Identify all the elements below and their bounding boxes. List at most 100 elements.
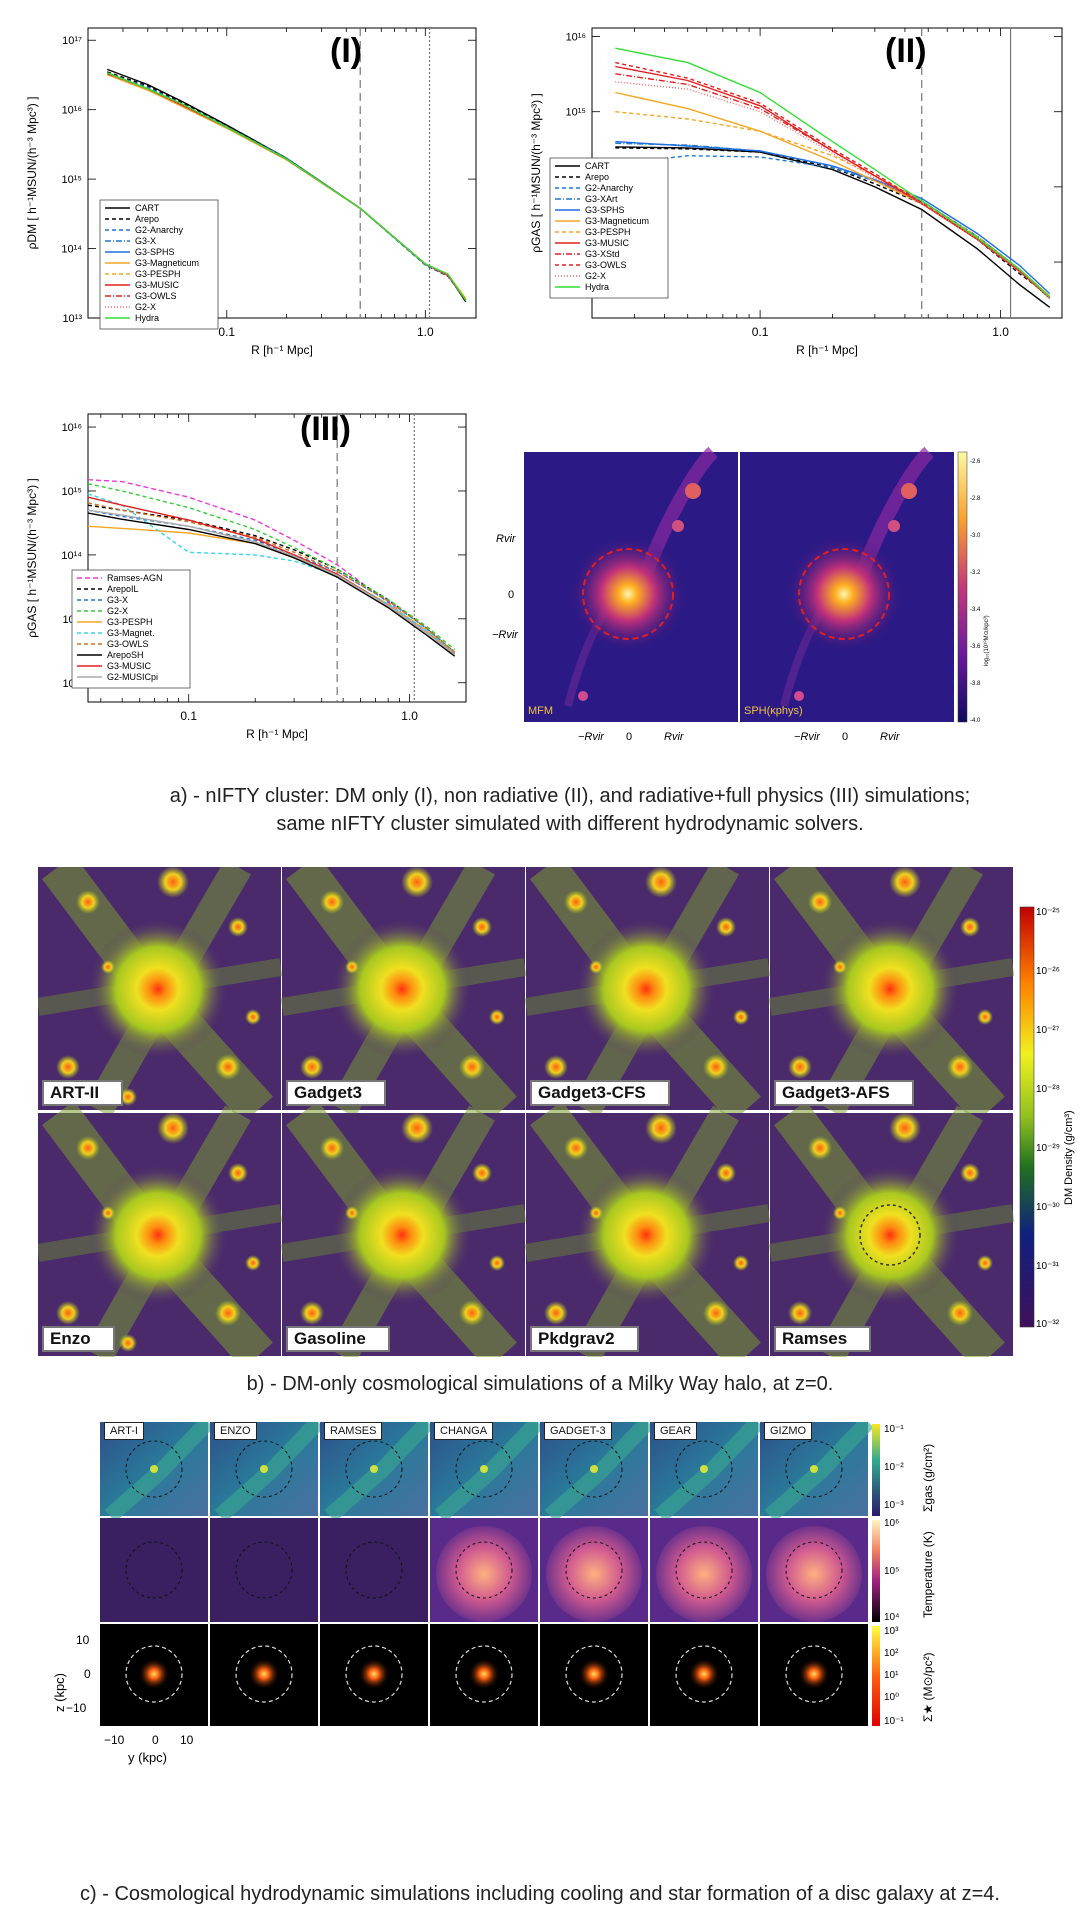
map-ytick: −Rvir — [492, 629, 519, 641]
axis-tick: 0 — [84, 1667, 91, 1681]
y-tick-label: 10¹⁶ — [566, 32, 586, 44]
code-label: GADGET-3 — [544, 1422, 612, 1440]
map-xtick: Rvir — [880, 731, 901, 743]
panel-tag: (III) — [300, 410, 351, 448]
dm-colorbar-tick: 10⁻³¹ — [1036, 1261, 1060, 1272]
y-tick-label: 10¹³ — [62, 313, 82, 325]
mfm-map — [524, 446, 738, 722]
cb-tick: 10⁻¹ — [884, 1424, 904, 1435]
dm-colorbar-tick: 10⁻³² — [1036, 1319, 1060, 1330]
legend-entry: G3-OWLS — [135, 291, 177, 301]
axis-tick: 0 — [152, 1733, 159, 1747]
series-line — [87, 479, 456, 653]
legend-entry: G3-PESPH — [585, 227, 631, 237]
milky-way-dm-grid: ART-II Gadget3 Gadget3-CFS Gadget3-AFS E… — [38, 867, 1018, 1357]
map-xtick: −Rvir — [794, 731, 821, 743]
dm-colorbar-tick: 10⁻²⁷ — [1036, 1025, 1060, 1036]
map-xtick: 0 — [626, 731, 632, 743]
legend-entry: G3-XStd — [585, 249, 620, 259]
colorbar-tick: -3.6 — [970, 644, 981, 650]
tile-label: Gasoline — [286, 1326, 390, 1352]
caption-c: c) - Cosmological hydrodynamic simulatio… — [80, 1883, 1000, 1905]
dm-tile: Pkdgrav2 — [526, 1113, 769, 1356]
disc-grid-background: 10 0 −10 −10 0 10 z (kpc) y (kpc) 10⁻¹ 1… — [52, 1422, 935, 1765]
dm-colorbar-tick: 10⁻²⁸ — [1036, 1084, 1060, 1095]
y-tick-label: 10¹⁷ — [62, 35, 82, 47]
colorbar-tick: -2.8 — [970, 496, 981, 502]
colorbar-tick: -3.2 — [970, 570, 981, 576]
tile-label: Enzo — [42, 1326, 115, 1352]
series-line — [615, 91, 1051, 297]
dm-tile: Ramses — [770, 1113, 1013, 1356]
x-tick-label: 1.0 — [401, 709, 418, 723]
cluster-density-maps: MFM SPH(κphys) Rvir 0 −Rvir −Rvir 0 Rvir… — [488, 446, 1078, 746]
row-label: Temperature (K) — [921, 1531, 935, 1618]
y-axis-label: ρGAS [ h⁻¹MSUN/(h⁻³ Mpc³) ] — [25, 478, 39, 638]
series-line — [87, 493, 456, 654]
colorbar-tick: -3.8 — [970, 681, 981, 687]
chart-dm-only: 0.1 1.0 10¹³ 10¹⁴ 10¹⁵ 10¹⁶ 10¹⁷ CARTArepoG2-An… — [25, 27, 477, 357]
map-ytick: 0 — [508, 589, 514, 601]
legend-entry: Hydra — [585, 282, 609, 292]
row-label: Σgas (g/cm²) — [921, 1444, 935, 1512]
row-label: Σ★ (M⊙/pc²) — [921, 1652, 935, 1722]
dm-colorbar-label: DM Density (g/cm³) — [1063, 1110, 1075, 1205]
dm-colorbar-tick: 10⁻²⁹ — [1036, 1143, 1060, 1154]
series-line — [615, 61, 1051, 299]
colorbar-tick: -2.6 — [970, 459, 981, 465]
series-line — [87, 502, 456, 653]
map-xtick: Rvir — [664, 731, 685, 743]
tile-label: Gadget3-CFS — [530, 1080, 670, 1106]
axis-tick: −10 — [104, 1733, 125, 1747]
dm-tile: Gadget3-CFS — [526, 867, 769, 1110]
cb-tick: 10⁻² — [884, 1462, 904, 1473]
legend-box — [549, 157, 669, 299]
colorbar-tick: -4.0 — [970, 718, 981, 724]
series-line — [106, 72, 467, 301]
legend-entry: G2-Anarchy — [585, 183, 634, 193]
map-xtick: 0 — [842, 731, 848, 743]
map-xtick: −Rvir — [578, 731, 605, 743]
code-label: ART-I — [104, 1422, 144, 1440]
colorbar-tick: -3.4 — [970, 607, 981, 613]
tile-label: Ramses — [774, 1326, 872, 1352]
axis-tick: 10 — [180, 1733, 194, 1747]
series-line — [87, 483, 456, 651]
code-label: GEAR — [654, 1422, 698, 1440]
dm-colorbar: 10⁻²⁵ 10⁻²⁶ 10⁻²⁷ 10⁻²⁸ 10⁻²⁹ 10⁻³⁰ 10⁻³… — [1019, 906, 1075, 1330]
cb-tick: 10⁴ — [884, 1612, 899, 1623]
legend-entry: Arepo — [585, 172, 609, 182]
dm-colorbar-tick: 10⁻³⁰ — [1036, 1202, 1060, 1213]
x-tick-label: 0.1 — [218, 325, 235, 339]
caption-b: b) - DM-only cosmological simulations of… — [246, 1373, 834, 1395]
x-axis-label: R [h⁻¹ Mpc] — [251, 343, 313, 357]
x-axis-label: R [h⁻¹ Mpc] — [246, 727, 308, 741]
tile-label: Pkdgrav2 — [530, 1326, 639, 1352]
y-tick-label: 10¹⁶ — [62, 422, 82, 434]
legend-entry: Hydra — [135, 313, 159, 323]
dm-tile: Enzo — [38, 1113, 281, 1356]
series-line — [615, 146, 1051, 308]
x-tick-label: 1.0 — [417, 325, 434, 339]
plot-frame — [87, 27, 477, 319]
axis-tick: −10 — [66, 1701, 87, 1715]
legend-entry: G3-Magneticum — [585, 216, 649, 226]
cb-tick: 10⁻¹ — [884, 1716, 904, 1727]
cb-tick: 10² — [884, 1648, 899, 1659]
panel-tag: (II) — [885, 32, 927, 70]
dm-tile: Gadget3-AFS — [770, 867, 1013, 1110]
legend-entry: G3-MUSIC — [107, 661, 152, 671]
tile-label: ART-II — [42, 1080, 124, 1106]
code-label: CHANGA — [434, 1422, 494, 1440]
y-tick-label: 10¹⁶ — [62, 105, 82, 117]
cb-tick: 10⁵ — [884, 1566, 899, 1577]
x-axis-label: y (kpc) — [128, 1750, 167, 1765]
legend-entry: ArepoIL — [107, 584, 139, 594]
series-line — [87, 512, 456, 657]
dm-tile: ART-II — [38, 867, 281, 1110]
cb-tick: 10⁶ — [884, 1518, 899, 1529]
legend-box — [99, 199, 219, 330]
cb-tick: 10⁰ — [884, 1692, 899, 1703]
tile-label: Gadget3-AFS — [774, 1080, 914, 1106]
chart-non-radiative: 0.11.010¹³10¹⁴10¹⁵10¹⁶CARTArepoG2-Anarch… — [529, 27, 1063, 357]
